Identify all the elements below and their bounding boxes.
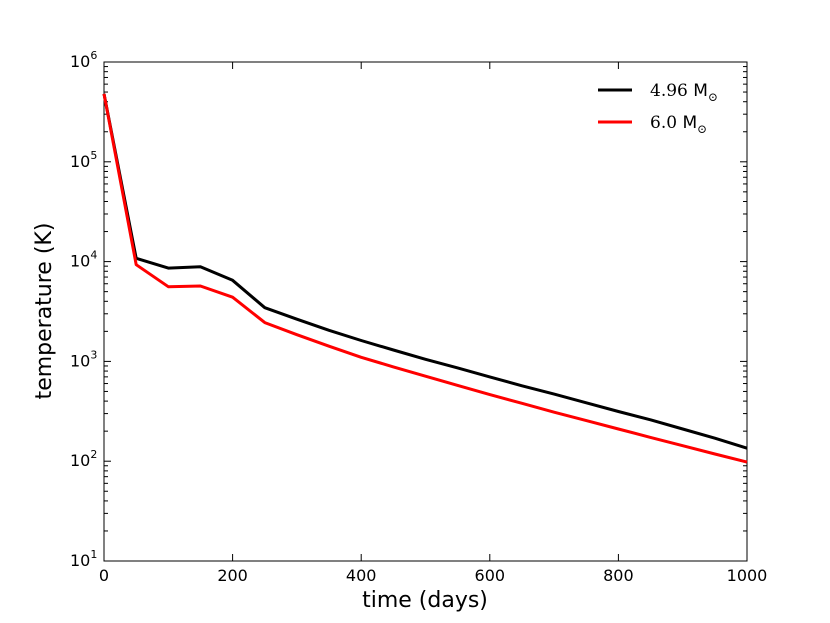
legend-label-1: 4.96 M⊙ [650, 81, 718, 104]
y-tick-label: 101 [70, 548, 97, 570]
y-tick-label: 106 [70, 49, 97, 71]
x-tick-label: 1000 [727, 566, 768, 585]
x-tick-label: 600 [475, 566, 506, 585]
series-line-2 [102, 93, 748, 464]
x-axis-label: time (days) [362, 588, 488, 613]
x-tick-label: 400 [346, 566, 377, 585]
y-tick-label: 105 [70, 149, 97, 171]
axis-ticks [103, 61, 748, 562]
legend: 4.96 M⊙ 6.0 M⊙ [598, 81, 718, 136]
y-tick-label: 102 [70, 448, 97, 470]
legend-label-2: 6.0 M⊙ [650, 113, 707, 136]
y-tick-label: 104 [70, 249, 97, 271]
x-tick-label: 800 [603, 566, 634, 585]
plot-frame [103, 61, 748, 562]
series-lines [102, 93, 748, 464]
series-line-1 [102, 93, 748, 450]
x-tick-label: 0 [99, 566, 109, 585]
y-tick-label: 103 [70, 348, 97, 370]
x-tick-label: 200 [217, 566, 248, 585]
tick-labels: 0 200 400 600 800 1000 101 102 103 104 105 106 [70, 49, 767, 585]
y-axis-label: temperature (K) [32, 223, 57, 400]
